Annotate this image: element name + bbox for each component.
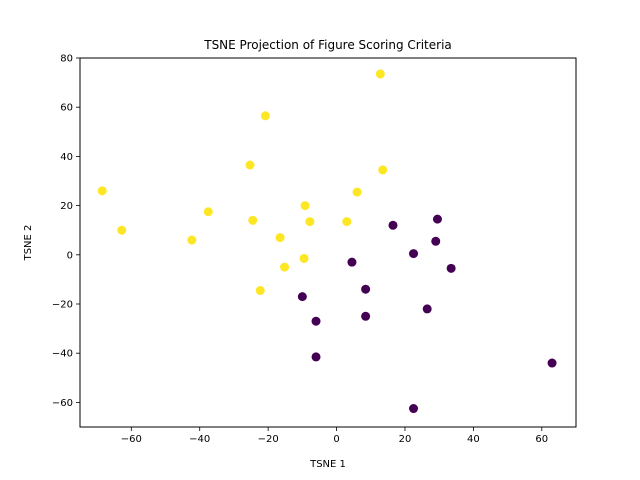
scatter-point xyxy=(342,217,352,227)
scatter-point xyxy=(311,316,321,326)
x-tick-label: 20 xyxy=(399,434,412,445)
scatter-point xyxy=(260,111,270,121)
axis-ticks: −60 −40 −20 0 20 40 60 −60 −40 −20 0 20 40 60 80 xyxy=(52,54,548,446)
scatter-point xyxy=(248,215,258,225)
y-tick-label: −20 xyxy=(52,300,73,311)
scatter-point xyxy=(297,292,307,302)
scatter-point xyxy=(347,257,357,267)
scatter-point xyxy=(388,220,398,230)
scatter-point xyxy=(352,187,362,197)
scatter-point xyxy=(245,160,255,170)
scatter-point xyxy=(97,186,107,196)
scatter-point xyxy=(361,284,371,294)
plot-area-frame xyxy=(79,57,577,428)
y-tick-label: 40 xyxy=(60,152,73,163)
scatter-point xyxy=(280,262,290,272)
scatter-point xyxy=(299,253,309,263)
x-tick-label: −40 xyxy=(189,434,210,445)
scatter-point xyxy=(409,404,419,414)
scatter-point xyxy=(431,236,441,246)
scatter-point xyxy=(305,217,315,227)
y-tick-label: −60 xyxy=(52,398,73,409)
scatter-point xyxy=(378,165,388,175)
x-tick-label: −60 xyxy=(121,434,142,445)
y-tick-label: 60 xyxy=(60,103,73,114)
y-tick-label: −40 xyxy=(52,349,73,360)
scatter-point xyxy=(275,233,285,243)
scatter-point xyxy=(117,225,127,235)
scatter-point xyxy=(547,358,557,368)
data-points xyxy=(97,69,557,414)
x-tick-label: 60 xyxy=(535,434,548,445)
scatter-point xyxy=(422,304,432,314)
y-tick-label: 80 xyxy=(60,54,73,65)
y-axis-label: TSNE 2 xyxy=(23,225,34,262)
y-tick-label: 20 xyxy=(60,201,73,212)
scatter-point xyxy=(361,311,371,321)
scatter-point xyxy=(300,201,310,211)
scatter-point xyxy=(375,69,385,79)
x-tick-label: 40 xyxy=(467,434,480,445)
y-tick-label: 0 xyxy=(67,250,73,261)
chart-title: TSNE Projection of Figure Scoring Criter… xyxy=(203,38,452,52)
scatter-point xyxy=(432,214,442,224)
scatter-point xyxy=(203,207,213,217)
scatter-point xyxy=(255,285,265,295)
x-axis-label: TSNE 1 xyxy=(309,459,346,470)
scatter-point xyxy=(187,235,197,245)
scatter-point xyxy=(409,249,419,259)
x-tick-label: −20 xyxy=(258,434,279,445)
scatter-point xyxy=(446,263,456,273)
x-tick-label: 0 xyxy=(333,434,339,445)
scatter-point xyxy=(311,352,321,362)
